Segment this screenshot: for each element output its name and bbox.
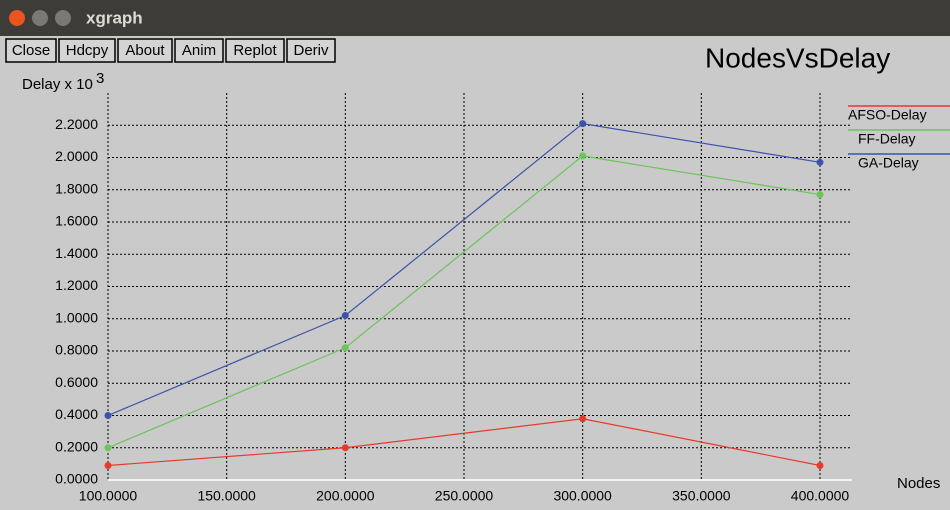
legend-label: FF-Delay [858, 131, 916, 147]
data-point [341, 312, 349, 320]
y-tick-label: 1.2000 [55, 277, 98, 293]
y-tick-label: 0.2000 [55, 438, 98, 454]
toolbar-button[interactable] [225, 38, 285, 63]
data-point [579, 120, 587, 128]
x-tick-label: 300.0000 [553, 488, 612, 504]
toolbar-button[interactable] [5, 38, 57, 63]
legend-label: AFSO-Delay [848, 107, 927, 123]
minimize-window-button[interactable] [32, 10, 48, 26]
chart-title: NodesVsDelay [705, 42, 890, 73]
y-tick-label: 0.4000 [55, 406, 98, 422]
x-tick-label: 250.0000 [435, 488, 494, 504]
y-tick-label: 1.0000 [55, 309, 98, 325]
data-point [104, 461, 112, 469]
title-bar [0, 0, 950, 36]
data-point [104, 412, 112, 419]
data-point [816, 158, 824, 166]
y-tick-label: 0.6000 [55, 374, 98, 390]
data-point [104, 444, 112, 452]
data-point [341, 344, 349, 352]
y-tick-label: 1.6000 [55, 213, 98, 229]
y-tick-label: 0.0000 [55, 471, 98, 487]
toolbar-button[interactable] [174, 38, 224, 63]
y-tick-label: 1.8000 [55, 180, 98, 196]
toolbar-button[interactable] [58, 38, 116, 63]
y-tick-label: 2.0000 [55, 148, 98, 164]
y-tick-label: 1.4000 [55, 245, 98, 261]
y-tick-label: 2.2000 [55, 116, 98, 132]
series-line [107, 418, 821, 467]
toolbar-button-label[interactable]: Anim [182, 42, 216, 59]
window-title: xgraph [86, 8, 143, 27]
close-window-button[interactable] [9, 10, 25, 26]
toolbar-button[interactable] [286, 38, 336, 63]
series-line [107, 155, 821, 449]
x-tick-label: 400.0000 [791, 488, 850, 504]
data-point [341, 444, 349, 452]
x-tick-label: 100.0000 [79, 488, 138, 504]
toolbar-button-label[interactable]: Replot [233, 42, 277, 59]
toolbar-button[interactable] [117, 38, 173, 63]
toolbar-button-label[interactable]: Hdcpy [66, 42, 109, 59]
x-tick-label: 200.0000 [316, 488, 375, 504]
data-point [579, 415, 587, 423]
legend-label: GA-Delay [858, 155, 919, 171]
maximize-window-button[interactable] [55, 10, 71, 26]
x-tick-label: 350.0000 [672, 488, 731, 504]
data-point [579, 152, 587, 160]
toolbar-button-label[interactable]: About [125, 42, 165, 59]
toolbar-button-label[interactable]: Deriv [293, 42, 329, 59]
y-axis-label: Delay x 10 [22, 76, 93, 93]
data-point [816, 191, 824, 199]
series-line [107, 123, 821, 417]
x-tick-label: 150.0000 [197, 488, 256, 504]
x-axis-label: Nodes [897, 475, 940, 492]
data-point [816, 461, 824, 469]
toolbar-button-label[interactable]: Close [12, 42, 50, 59]
y-tick-label: 0.8000 [55, 342, 98, 358]
y-axis-label-exponent: 3 [96, 70, 104, 87]
